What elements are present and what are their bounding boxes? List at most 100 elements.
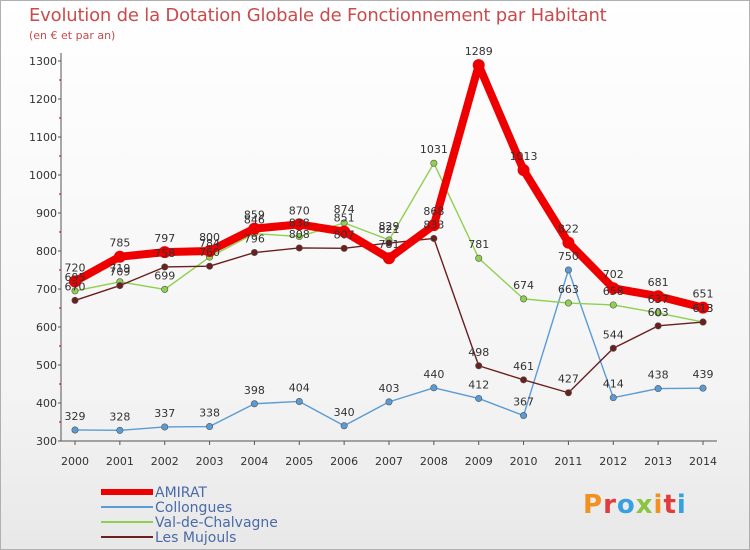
- x-tick-label: 2011: [554, 455, 582, 468]
- data-label-collongues: 412: [468, 378, 489, 391]
- data-point-val-de-chalvagne: [609, 301, 617, 309]
- data-point-collongues: [340, 422, 348, 430]
- data-point-amirat: [158, 246, 171, 259]
- y-tick-label: 400: [36, 397, 57, 410]
- data-point-amirat: [427, 219, 440, 232]
- data-point-les-mujouls: [250, 249, 258, 257]
- x-tick-label: 2003: [196, 455, 224, 468]
- data-label-val-de-chalvagne: 695: [65, 271, 86, 284]
- data-point-collongues: [564, 266, 572, 274]
- data-point-collongues: [699, 384, 707, 392]
- data-label-collongues: 337: [154, 407, 175, 420]
- data-point-les-mujouls: [385, 239, 393, 247]
- data-label-amirat: 859: [244, 209, 265, 222]
- data-point-collongues: [71, 426, 79, 434]
- data-point-val-de-chalvagne: [520, 295, 528, 303]
- data-label-les-mujouls: 821: [379, 223, 400, 236]
- legend-swatch-collongues: [101, 506, 153, 508]
- data-point-collongues: [206, 423, 214, 431]
- data-label-les-mujouls: 760: [199, 246, 220, 259]
- data-point-val-de-chalvagne: [475, 254, 483, 262]
- data-label-les-mujouls: 758: [154, 247, 175, 260]
- data-point-les-mujouls: [609, 344, 617, 352]
- legend-label-les-mujouls: Les Mujouls: [155, 530, 237, 546]
- x-tick-label: 2001: [106, 455, 134, 468]
- data-label-val-de-chalvagne: 658: [603, 285, 624, 298]
- data-point-amirat: [562, 236, 575, 249]
- data-point-val-de-chalvagne: [295, 233, 303, 241]
- data-label-amirat: 781: [379, 238, 400, 251]
- data-point-val-de-chalvagne: [654, 309, 662, 317]
- data-point-amirat: [338, 225, 351, 238]
- data-point-amirat: [203, 245, 216, 257]
- data-point-val-de-chalvagne: [71, 287, 79, 295]
- data-label-amirat: 785: [109, 237, 130, 250]
- x-tick-label: 2004: [240, 455, 268, 468]
- data-label-amirat: 1289: [465, 45, 493, 58]
- logo-letter: i: [653, 490, 664, 520]
- data-label-val-de-chalvagne: 874: [334, 203, 355, 216]
- data-point-collongues: [385, 398, 393, 406]
- y-tick-label: 600: [36, 321, 57, 334]
- x-tick-label: 2005: [285, 455, 313, 468]
- data-point-collongues: [250, 400, 258, 408]
- data-point-val-de-chalvagne: [564, 299, 572, 307]
- logo-letter: P: [583, 490, 604, 520]
- y-tick-label: 500: [36, 359, 57, 372]
- data-point-les-mujouls: [699, 318, 707, 326]
- data-label-les-mujouls: 613: [693, 302, 714, 315]
- data-label-collongues: 439: [693, 368, 714, 381]
- data-point-collongues: [430, 384, 438, 392]
- data-point-val-de-chalvagne: [161, 285, 169, 293]
- data-point-les-mujouls: [564, 389, 572, 397]
- data-label-amirat: 720: [65, 261, 86, 274]
- data-label-collongues: 403: [379, 382, 400, 395]
- data-point-les-mujouls: [340, 244, 348, 252]
- data-label-amirat: 702: [603, 268, 624, 281]
- x-tick-label: 2008: [420, 455, 448, 468]
- data-point-collongues: [475, 394, 483, 402]
- data-label-val-de-chalvagne: 613: [693, 302, 714, 315]
- data-label-les-mujouls: 833: [423, 218, 444, 231]
- data-label-les-mujouls: 670: [65, 280, 86, 293]
- x-tick-label: 2006: [330, 455, 358, 468]
- logo-letter: t: [663, 490, 677, 520]
- data-label-collongues: 438: [648, 369, 669, 382]
- data-label-les-mujouls: 807: [334, 228, 355, 241]
- y-tick-label: 900: [36, 207, 57, 220]
- legend-label-collongues: Collongues: [155, 500, 233, 516]
- y-tick-label: 1000: [29, 169, 57, 182]
- data-label-collongues: 414: [603, 378, 624, 391]
- data-label-amirat: 822: [558, 223, 579, 236]
- data-point-val-de-chalvagne: [430, 159, 438, 167]
- y-tick-label: 1300: [29, 55, 57, 68]
- data-label-les-mujouls: 498: [468, 346, 489, 359]
- data-label-amirat: 868: [423, 205, 444, 218]
- data-label-les-mujouls: 603: [648, 306, 669, 319]
- data-label-collongues: 338: [199, 407, 220, 420]
- data-point-les-mujouls: [161, 263, 169, 271]
- data-label-val-de-chalvagne: 838: [289, 217, 310, 230]
- data-point-les-mujouls: [116, 282, 124, 290]
- legend-swatch-amirat: [101, 489, 153, 495]
- logo-letter: i: [676, 490, 687, 520]
- data-point-les-mujouls: [71, 296, 79, 304]
- data-label-val-de-chalvagne: 663: [558, 283, 579, 296]
- data-point-amirat: [383, 252, 395, 265]
- data-label-amirat: 1013: [510, 150, 538, 163]
- data-label-val-de-chalvagne: 699: [154, 269, 175, 282]
- data-label-les-mujouls: 427: [558, 373, 579, 386]
- data-label-collongues: 329: [65, 410, 86, 423]
- y-tick-label: 1200: [29, 93, 57, 106]
- x-tick-label: 2007: [375, 455, 403, 468]
- data-label-les-mujouls: 796: [244, 233, 265, 246]
- proxiti-logo: Proxiti: [583, 490, 687, 520]
- data-label-collongues: 750: [558, 250, 579, 263]
- data-point-les-mujouls: [430, 234, 438, 242]
- y-tick-label: 1100: [29, 131, 57, 144]
- data-point-les-mujouls: [295, 244, 303, 252]
- y-tick-label: 300: [36, 435, 57, 448]
- legend-label-val-de-chalvagne: Val-de-Chalvagne: [155, 515, 278, 531]
